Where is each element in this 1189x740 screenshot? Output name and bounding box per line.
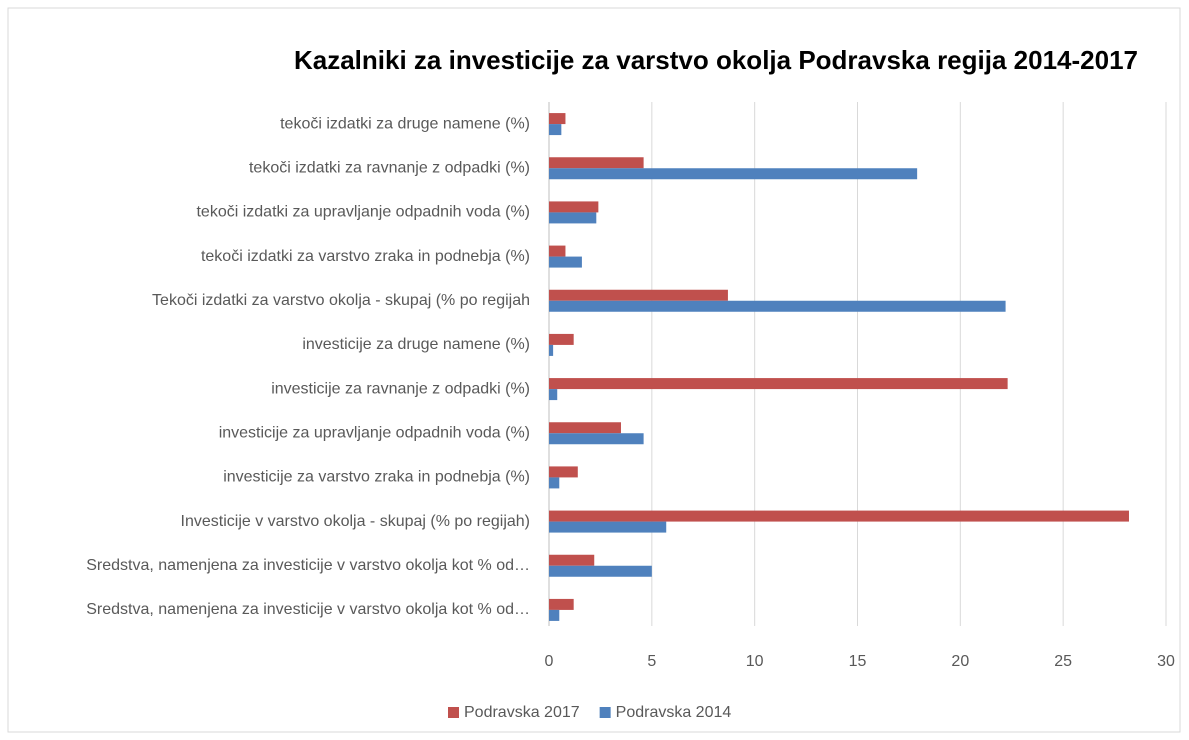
x-tick-label: 5 [647,653,656,670]
legend-swatch [448,707,459,718]
y-tick-label: investicije za upravljanje odpadnih voda… [219,424,530,441]
bar [549,378,1008,390]
bar [549,113,566,125]
legend-label: Podravska 2014 [616,704,732,721]
bar [549,245,566,257]
bar [549,433,644,445]
bar [549,565,652,577]
bar [549,466,578,478]
bar [549,477,560,489]
bar [549,554,595,566]
bar [549,598,574,610]
legend-label: Podravska 2017 [464,704,580,721]
y-tick-label: tekoči izdatki za upravljanje odpadnih v… [196,204,530,221]
chart-title: Kazalniki za investicije za varstvo okol… [294,45,1138,75]
x-tick-label: 10 [746,653,764,670]
y-tick-label: tekoči izdatki za ravnanje z odpadki (%) [249,159,530,176]
bar [549,521,667,533]
bar [549,212,597,224]
y-tick-label: investicije za varstvo zraka in podnebja… [223,469,530,486]
x-tick-label: 30 [1157,653,1175,670]
bar [549,157,644,169]
bar [549,344,554,356]
x-tick-label: 0 [545,653,554,670]
bar [549,168,918,180]
x-tick-label: 25 [1054,653,1072,670]
bar [549,201,599,213]
y-tick-label: tekoči izdatki za varstvo zraka in podne… [201,248,530,265]
bar [549,124,562,136]
y-tick-label: investicije za ravnanje z odpadki (%) [271,380,530,397]
y-tick-label: Tekoči izdatki za varstvo okolja - skupa… [152,292,530,309]
y-tick-label: tekoči izdatki za druge namene (%) [280,115,530,132]
y-tick-label: Sredstva, namenjena za investicije v var… [86,557,530,574]
bar [549,510,1129,522]
y-tick-label: Sredstva, namenjena za investicije v var… [86,601,530,618]
bar [549,609,560,621]
bar [549,422,621,434]
bar [549,389,558,401]
bar [549,333,574,345]
bar [549,289,728,301]
bar [549,256,582,268]
y-tick-label: investicije za druge namene (%) [302,336,530,353]
x-tick-label: 20 [951,653,969,670]
chart-frame [7,7,1181,733]
bar [549,300,1006,312]
x-tick-label: 15 [849,653,867,670]
legend-swatch [599,707,611,718]
y-tick-label: Investicije v varstvo okolja - skupaj (%… [181,513,530,530]
